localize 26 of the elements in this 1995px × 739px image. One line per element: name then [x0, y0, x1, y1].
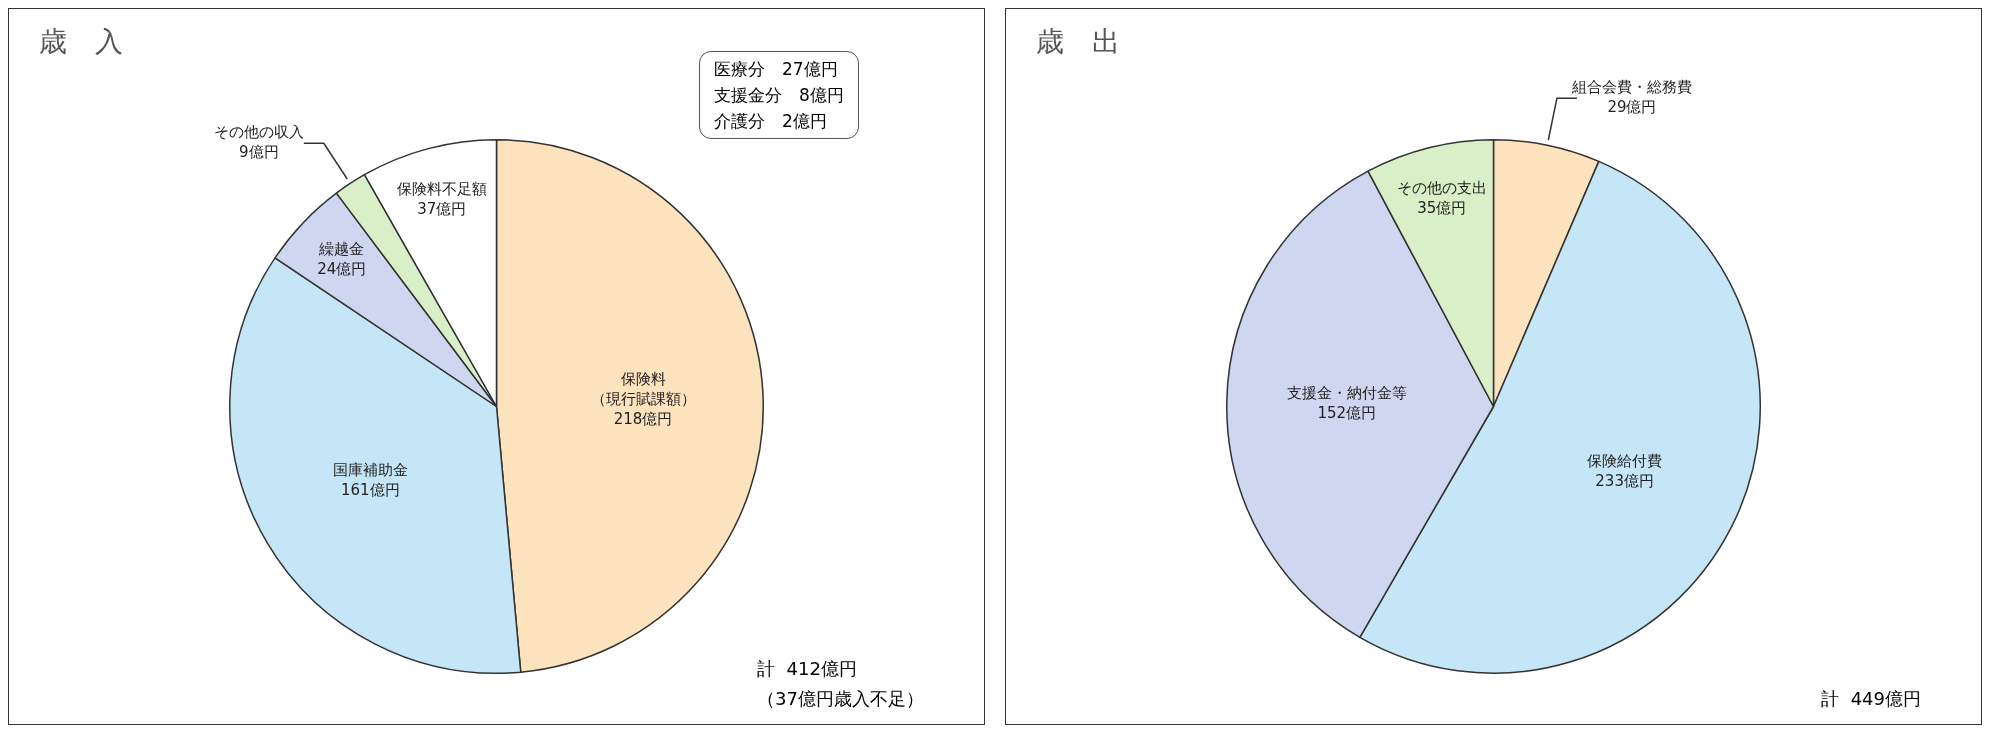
slice-label: 保険給付費 [1587, 452, 1663, 471]
data-label: 35億円 [1417, 199, 1467, 218]
data-label: 233億円 [1595, 472, 1654, 491]
slice-label: 組合会費・総務費 [1570, 78, 1692, 97]
text: 医療分 27億円 [714, 58, 839, 81]
data-label: 161億円 [340, 481, 400, 500]
slice-label: 繰越金 [318, 239, 365, 258]
chart-title: 歳 出 [1036, 24, 1120, 60]
slice-label: 支援金・納付金等 [1286, 383, 1407, 402]
slice-label: 保険料（現行賦課額） [590, 369, 696, 408]
slice-label: 国庫補助金 [332, 461, 408, 480]
data-label: 24億円 [317, 259, 367, 278]
data-label: 9億円 [239, 143, 279, 162]
slice-label: 保険料不足額 [396, 180, 487, 199]
data-label: 29億円 [1607, 98, 1657, 117]
text: 介護分 2億円 [714, 110, 828, 133]
slice-label: その他の支出 [1396, 179, 1487, 198]
text: 支援金分 8億円 [714, 84, 844, 107]
data-label: 218億円 [613, 409, 673, 428]
text: 計 449億円 [1821, 687, 1921, 711]
data-label: 37億円 [417, 200, 467, 219]
slice-label: その他の収入 [213, 123, 304, 142]
chart-title: 歳 入 [39, 24, 123, 60]
text: （37億円歳入不足） [757, 687, 924, 711]
text: 計 412億円 [757, 657, 858, 681]
data-label: 152億円 [1317, 403, 1377, 422]
